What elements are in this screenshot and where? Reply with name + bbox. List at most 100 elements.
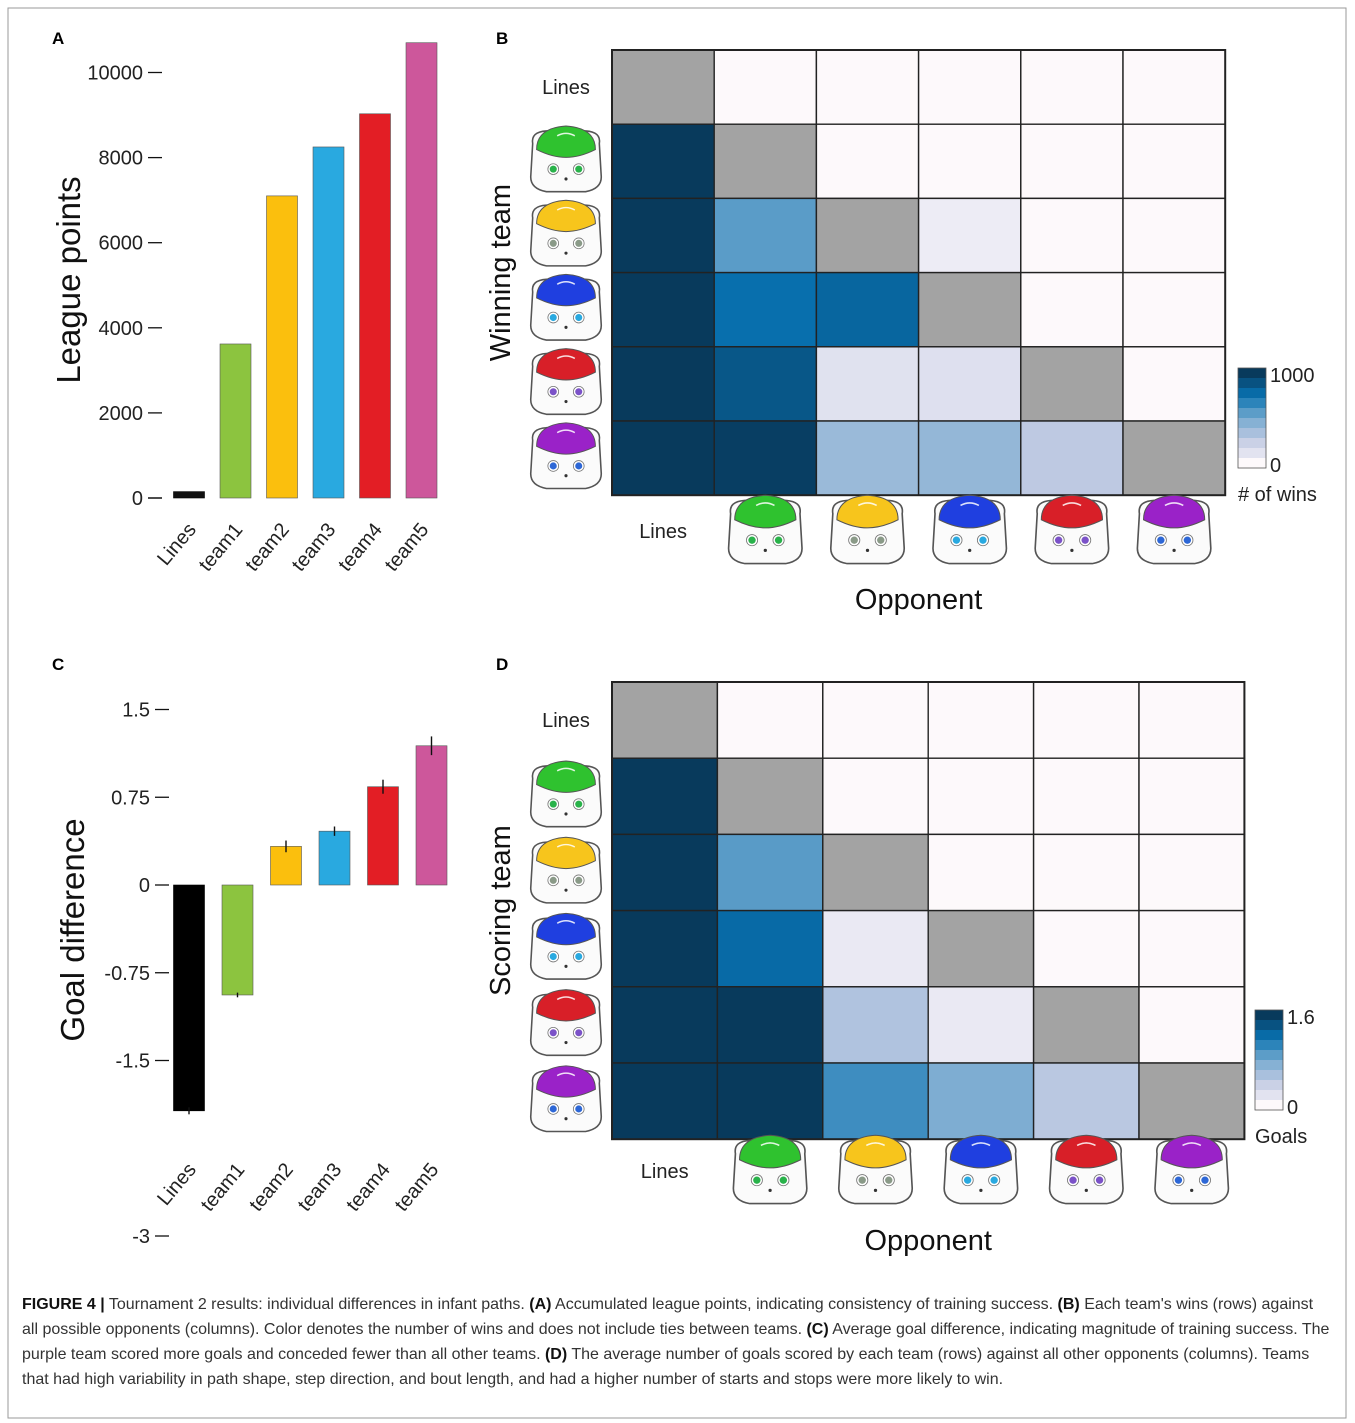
col-robot-team3-icon [932, 494, 1008, 565]
robot-cap-highlight [556, 843, 576, 848]
robot-left-iris [549, 1105, 557, 1113]
bar-team1 [219, 343, 252, 499]
heatmap-cell [815, 197, 920, 274]
row-label-lines: Lines [542, 710, 590, 732]
row-robot-team3-icon [529, 912, 603, 980]
heatmap-frame [611, 49, 1227, 497]
heatmap-cell [917, 271, 1022, 348]
bar-team5 [405, 42, 438, 499]
row-robot-team5-icon [529, 1065, 603, 1133]
robot-right-iris [575, 800, 583, 808]
heatmap-cell [716, 909, 824, 988]
robot-right-iris [885, 1176, 893, 1184]
robot-mouth [873, 1188, 878, 1192]
robot-right-iris [575, 239, 583, 247]
row-robot-team5-icon [529, 422, 603, 490]
robot-right-iris [1081, 536, 1089, 544]
robot-cap-highlight [556, 767, 576, 772]
robot-top-cap [536, 1065, 596, 1098]
robot-cap-highlight [1062, 502, 1082, 507]
robot-right-iris [779, 1176, 788, 1184]
x-category-label: team3 [288, 519, 341, 576]
robot-mouth [968, 548, 972, 552]
heatmap-cell [1122, 346, 1226, 422]
robot-right-iris [1183, 536, 1192, 544]
heatmap-cell [716, 986, 824, 1064]
robot-right-iris [990, 1176, 998, 1184]
heatmap-cell [611, 1062, 719, 1140]
heatmap-cell [822, 681, 929, 759]
robot-mouth [865, 548, 870, 552]
robot-mouth [564, 1040, 568, 1045]
figure-border [7, 7, 1347, 1419]
y-tick-label: 6000 [99, 233, 144, 255]
heatmap-cell [927, 833, 1035, 912]
x-category-label: team5 [391, 1159, 444, 1216]
heatmap-cell [611, 123, 715, 200]
y-tick-label: -1.5 [116, 1051, 150, 1073]
heatmap-cell [917, 420, 1022, 496]
heatmap-cell [917, 49, 1022, 125]
robot-mouth [564, 251, 568, 255]
robot-right-iris [979, 536, 987, 544]
heatmap-cell [713, 49, 818, 125]
robot-top-cap [536, 422, 596, 455]
colorbar-segment [1238, 398, 1266, 409]
heatmap-cell [1032, 986, 1140, 1064]
y-axis-title: Goal difference [54, 818, 91, 1041]
robot-top-cap [844, 1134, 907, 1169]
heatmap-cell [716, 1062, 824, 1140]
caption-intro: Tournament 2 results: individual differe… [104, 1296, 530, 1313]
robot-cap-highlight [556, 429, 576, 434]
robot-top-cap [1142, 494, 1206, 529]
robot-left-iris [549, 239, 557, 247]
heatmap-cell [611, 49, 715, 125]
robot-top-cap [738, 1134, 802, 1169]
y-tick-label: -0.75 [104, 963, 150, 985]
robot-right-iris [1201, 1176, 1209, 1184]
robot-left-iris [1174, 1176, 1183, 1184]
col-robot-team2-icon [837, 1134, 914, 1205]
robot-cap-highlight [556, 281, 576, 285]
x-category-label: team2 [245, 1159, 298, 1216]
heatmap-cell [927, 681, 1035, 759]
heatmap-cell [611, 271, 715, 348]
bar-team1 [221, 884, 254, 996]
robot-left-iris [748, 536, 756, 544]
robot-top-cap [1160, 1134, 1223, 1169]
colorbar-segment [1238, 378, 1266, 389]
col-robot-team1-icon [732, 1134, 808, 1205]
panel-a-league-points-chart: 0 2000 4000 6000 8000 10000 League points Lines… [50, 42, 438, 576]
col-robot-team2-icon [829, 494, 906, 565]
colorbar-title: Goals [1255, 1126, 1307, 1148]
robot-mouth [564, 1117, 568, 1121]
col-label-lines: Lines [639, 521, 687, 543]
robot-left-iris [850, 536, 858, 544]
colorbar-max-label: 1000 [1270, 365, 1315, 387]
heatmap-cell [611, 346, 715, 422]
robot-top-cap [734, 494, 797, 529]
robot-mouth [1070, 548, 1074, 552]
robot-left-iris [549, 953, 557, 961]
robot-right-iris [575, 953, 583, 961]
x-category-label: team4 [342, 1159, 395, 1216]
heatmap-cell [815, 123, 920, 200]
heatmap-cell [1138, 986, 1246, 1064]
robot-left-iris [858, 1176, 866, 1184]
y-axis-title: Winning team [485, 184, 517, 361]
robot-top-cap [536, 199, 596, 233]
x-category-label: team5 [381, 519, 434, 576]
heatmap-cell [611, 197, 715, 274]
colorbar-segment [1255, 1020, 1283, 1031]
robot-cap-highlight [865, 1142, 886, 1147]
heatmap-cell [1032, 833, 1140, 912]
panel-letter-d: D [496, 655, 508, 674]
caption-figure-label: FIGURE 4 | [22, 1296, 105, 1313]
y-tick-label: 10000 [87, 63, 143, 85]
colorbar-min-label: 0 [1287, 1097, 1298, 1119]
robot-left-iris [952, 536, 961, 544]
robot-right-iris [1095, 1176, 1104, 1184]
robot-cap-highlight [755, 502, 775, 507]
heatmap-cell [1138, 1062, 1246, 1140]
robot-left-iris [549, 388, 557, 396]
